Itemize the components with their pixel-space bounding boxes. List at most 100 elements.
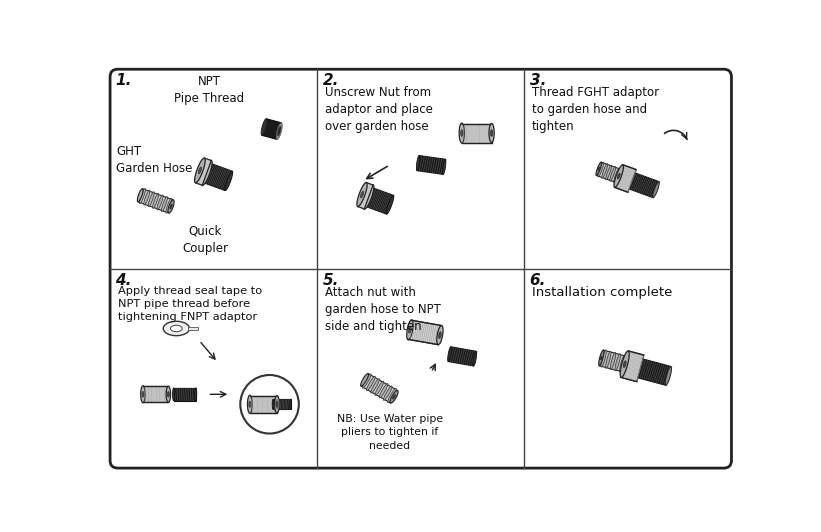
Ellipse shape <box>247 395 252 413</box>
Ellipse shape <box>166 386 171 402</box>
Bar <box>204 163 232 190</box>
Ellipse shape <box>357 182 367 206</box>
Ellipse shape <box>276 401 278 408</box>
Ellipse shape <box>170 204 172 209</box>
Ellipse shape <box>438 332 441 338</box>
Ellipse shape <box>390 390 398 403</box>
Ellipse shape <box>610 167 616 181</box>
Ellipse shape <box>601 350 607 367</box>
Ellipse shape <box>249 401 251 408</box>
Ellipse shape <box>137 189 143 202</box>
Ellipse shape <box>614 165 623 187</box>
Ellipse shape <box>653 181 659 198</box>
Ellipse shape <box>406 320 413 340</box>
Ellipse shape <box>598 162 603 177</box>
Ellipse shape <box>375 381 383 395</box>
Ellipse shape <box>459 123 465 143</box>
Text: Attach nut with
garden hose to NPT
side and tighten: Attach nut with garden hose to NPT side … <box>325 286 441 332</box>
Ellipse shape <box>277 126 281 136</box>
Ellipse shape <box>140 386 145 403</box>
Bar <box>143 386 168 402</box>
Ellipse shape <box>162 196 167 212</box>
Ellipse shape <box>367 376 375 390</box>
Text: NB: Use Water pipe
pliers to tighten if
needed: NB: Use Water pipe pliers to tighten if … <box>337 414 443 451</box>
Bar <box>417 155 445 174</box>
Bar <box>638 359 671 385</box>
Bar <box>358 182 373 209</box>
Ellipse shape <box>489 123 494 143</box>
Ellipse shape <box>157 195 163 210</box>
Text: Thread FGHT adaptor
to garden hose and
tighten: Thread FGHT adaptor to garden hose and t… <box>532 86 659 133</box>
Ellipse shape <box>600 356 602 360</box>
Bar <box>461 123 492 143</box>
Ellipse shape <box>386 195 394 214</box>
Ellipse shape <box>166 198 172 213</box>
Ellipse shape <box>290 399 291 409</box>
Ellipse shape <box>392 395 396 399</box>
Ellipse shape <box>599 350 604 365</box>
Ellipse shape <box>225 171 232 190</box>
Ellipse shape <box>201 160 212 186</box>
Ellipse shape <box>140 188 145 204</box>
Bar <box>262 119 282 139</box>
Ellipse shape <box>665 367 672 385</box>
Ellipse shape <box>383 386 392 401</box>
Ellipse shape <box>620 355 625 372</box>
Bar <box>361 373 397 403</box>
Bar <box>250 396 277 413</box>
Bar <box>621 351 644 381</box>
Ellipse shape <box>447 347 452 362</box>
Ellipse shape <box>261 119 267 135</box>
Ellipse shape <box>610 353 616 370</box>
Ellipse shape <box>167 392 169 397</box>
Bar <box>448 347 476 366</box>
Bar <box>188 327 199 330</box>
Ellipse shape <box>144 190 150 205</box>
Ellipse shape <box>274 396 279 413</box>
Bar <box>408 320 442 345</box>
Ellipse shape <box>606 165 612 180</box>
Ellipse shape <box>473 351 477 366</box>
Text: 3.: 3. <box>530 73 546 88</box>
Ellipse shape <box>443 159 446 174</box>
Ellipse shape <box>360 373 369 386</box>
Bar <box>365 188 393 214</box>
Ellipse shape <box>606 351 611 368</box>
Text: Apply thread seal tape to
NPT pipe thread before
tightening FNPT adaptor: Apply thread seal tape to NPT pipe threa… <box>117 286 262 322</box>
Text: 2.: 2. <box>323 73 339 88</box>
Ellipse shape <box>163 321 190 336</box>
Bar <box>195 158 211 185</box>
Ellipse shape <box>596 162 602 176</box>
Ellipse shape <box>388 388 397 403</box>
Ellipse shape <box>364 185 374 209</box>
Ellipse shape <box>602 164 608 178</box>
Ellipse shape <box>614 168 620 182</box>
Ellipse shape <box>195 158 205 183</box>
Text: 5.: 5. <box>323 272 339 287</box>
Ellipse shape <box>198 167 202 174</box>
Bar <box>138 189 173 213</box>
Text: 1.: 1. <box>116 73 132 88</box>
Ellipse shape <box>276 123 282 139</box>
Ellipse shape <box>172 388 175 401</box>
Ellipse shape <box>273 399 274 409</box>
Ellipse shape <box>416 155 420 171</box>
Ellipse shape <box>371 379 379 393</box>
Text: Quick
Coupler: Quick Coupler <box>182 225 228 255</box>
FancyBboxPatch shape <box>110 69 732 468</box>
Bar <box>629 173 659 197</box>
Ellipse shape <box>620 351 629 378</box>
Ellipse shape <box>171 325 182 332</box>
Ellipse shape <box>615 354 621 371</box>
Ellipse shape <box>362 374 371 388</box>
Text: GHT
Garden Hose: GHT Garden Hose <box>117 145 193 175</box>
Text: Unscrew Nut from
adaptor and place
over garden hose: Unscrew Nut from adaptor and place over … <box>325 86 433 133</box>
Ellipse shape <box>360 191 364 198</box>
Ellipse shape <box>149 192 154 207</box>
Ellipse shape <box>379 384 388 398</box>
Ellipse shape <box>168 200 174 213</box>
Bar <box>596 162 621 182</box>
Ellipse shape <box>142 392 144 397</box>
Bar <box>174 388 195 401</box>
Ellipse shape <box>617 173 620 179</box>
